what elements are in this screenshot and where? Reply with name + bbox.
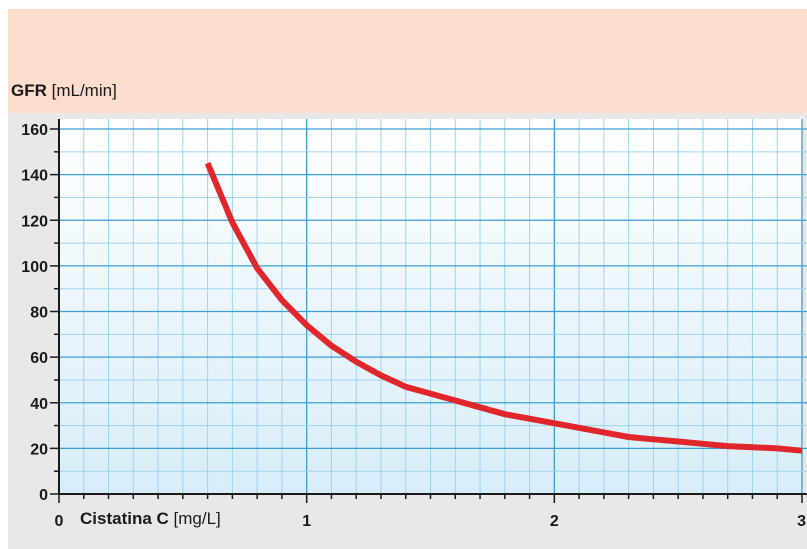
x-axis-title-unit: [mg/L] [173,509,221,528]
y-tick-label: 80 [30,305,48,322]
x-tick-label: 3 [797,513,806,530]
axis-layer [50,119,807,503]
x-axis-title-bold: Cistatina C [80,509,169,528]
tick-label-layer: 0 20 40 60 80 100 120 140 160 0 1 2 3 [21,122,806,530]
series-layer [204,162,803,454]
grid-layer [59,119,807,494]
y-tick-label: 20 [30,441,48,458]
y-tick-label: 60 [30,350,48,367]
series-line [204,162,803,454]
y-tick-label: 140 [21,168,48,185]
x-tick-label: 2 [550,513,559,530]
y-tick-label: 160 [21,122,48,139]
x-tick-label: 0 [55,513,64,530]
y-tick-label: 100 [21,259,48,276]
y-axis-title: GFR [mL/min] [11,81,117,101]
y-tick-label: 40 [30,396,48,413]
y-axis-title-bold: GFR [11,81,47,100]
chart-header-band [8,9,807,113]
x-axis-title: Cistatina C [mg/L] [80,509,221,529]
y-tick-label: 120 [21,213,48,230]
y-axis-title-unit: [mL/min] [51,81,117,100]
y-tick-label: 0 [39,487,48,504]
x-tick-label: 1 [302,513,311,530]
